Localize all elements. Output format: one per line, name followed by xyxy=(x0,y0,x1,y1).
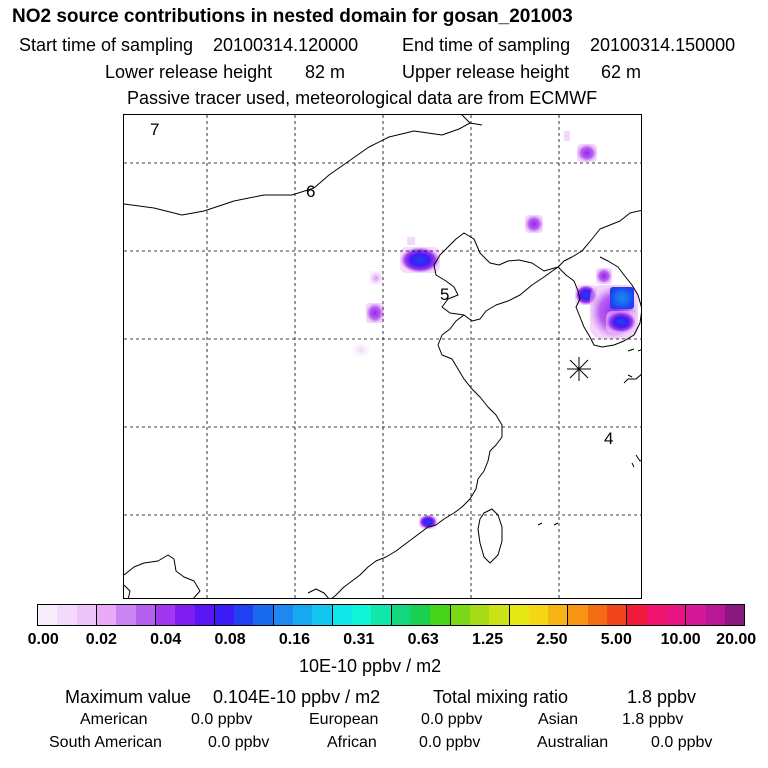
contribution-name: Australian xyxy=(537,734,609,751)
colorbar-segment xyxy=(194,605,215,625)
colorbar-segment xyxy=(724,605,745,625)
concentration-field xyxy=(352,131,638,529)
colorbar-segment xyxy=(57,605,77,625)
colorbar-segment xyxy=(391,605,411,625)
receptor-star-icon xyxy=(567,357,591,381)
plume-light xyxy=(352,343,370,357)
region-label-6: 6 xyxy=(306,182,315,201)
colorbar-tick-label: 0.04 xyxy=(150,631,182,648)
contribution-name: African xyxy=(327,734,377,751)
colorbar-tick-label: 0.08 xyxy=(214,631,246,648)
contribution-name: American xyxy=(80,711,148,728)
colorbar-units: 10E-10 ppbv / m2 xyxy=(299,656,442,676)
start-time-label: Start time of sampling xyxy=(19,35,194,55)
end-time-label: End time of sampling xyxy=(402,35,571,55)
plume-light xyxy=(407,237,415,245)
contribution-value: 0.0 ppbv xyxy=(191,711,253,728)
colorbar-segment xyxy=(273,605,294,625)
plume-purple xyxy=(577,144,597,162)
map-canvas: 7 6 5 4 xyxy=(124,115,641,598)
colorbar-segment xyxy=(646,605,666,625)
colorbar-segment xyxy=(253,605,274,625)
colorbar-segment xyxy=(234,605,254,625)
colorbar-tick-label: 2.50 xyxy=(536,631,568,648)
colorbar-segment xyxy=(568,605,588,625)
colorbar-segment xyxy=(352,605,372,625)
start-time-value: 20100314.120000 xyxy=(213,35,359,55)
graticule xyxy=(124,115,641,598)
contribution-name: Asian xyxy=(538,711,579,728)
colorbar-segment xyxy=(469,605,490,625)
contribution-value: 0.0 ppbv xyxy=(419,734,481,751)
colorbar-segment xyxy=(548,605,569,625)
colorbar-segment xyxy=(528,605,549,625)
colorbar-segment xyxy=(214,605,235,625)
colorbar-segment xyxy=(332,605,352,625)
colorbar-tick-label: 10.00 xyxy=(660,631,701,648)
colorbar-segment xyxy=(686,605,706,625)
colorbar-segment xyxy=(450,605,470,625)
colorbar-segment xyxy=(489,605,510,625)
contribution-value: 0.0 ppbv xyxy=(421,711,483,728)
colorbar-segment xyxy=(76,605,97,625)
colorbar-tick-label: 0.63 xyxy=(407,631,439,648)
colorbar-tick-label: 0.00 xyxy=(27,631,59,648)
colorbar-segment xyxy=(38,605,58,625)
colorbar-tick-label: 0.31 xyxy=(343,631,375,648)
upper-release-value: 62 m xyxy=(601,62,642,82)
plume-purple xyxy=(525,215,543,233)
colorbar-segment xyxy=(509,605,529,625)
colorbar xyxy=(37,604,745,626)
colorbar-segment xyxy=(705,605,725,625)
total-mixing-value: 1.8 ppbv xyxy=(627,687,697,707)
colorbar-segment xyxy=(587,605,608,625)
end-time-value: 20100314.150000 xyxy=(590,35,736,55)
colorbar-segment xyxy=(430,605,451,625)
plume-blue xyxy=(400,247,440,273)
plume-blue xyxy=(606,311,636,333)
plume-light xyxy=(564,131,570,141)
colorbar-segment xyxy=(371,605,392,625)
colorbar-segment xyxy=(410,605,431,625)
map-panel: 7 6 5 4 xyxy=(123,114,642,599)
lower-release-value: 82 m xyxy=(305,62,346,82)
coastlines xyxy=(124,115,641,598)
colorbar-segment xyxy=(627,605,647,625)
colorbar-tick-label: 0.16 xyxy=(278,631,311,648)
colorbar-tick-label: 20.00 xyxy=(716,631,757,648)
contribution-name: European xyxy=(309,711,379,728)
upper-release-label: Upper release height xyxy=(402,62,570,82)
plume-core xyxy=(610,287,634,309)
region-label-4: 4 xyxy=(604,429,613,448)
region-label-7: 7 xyxy=(150,120,159,139)
plume-purple xyxy=(366,303,384,323)
colorbar-tick-label: 1.25 xyxy=(471,631,504,648)
colorbar-segment xyxy=(116,605,136,625)
plot-title: NO2 source contributions in nested domai… xyxy=(12,6,573,27)
contribution-value: 1.8 ppbv xyxy=(622,711,684,728)
lower-release-label: Lower release height xyxy=(105,62,273,82)
colorbar-segment xyxy=(96,605,117,625)
tracer-note: Passive tracer used, meteorological data… xyxy=(127,88,598,108)
max-value: 0.104E-10 ppbv / m2 xyxy=(213,687,381,707)
colorbar-segment xyxy=(135,605,156,625)
colorbar-segment xyxy=(175,605,195,625)
contribution-value: 0.0 ppbv xyxy=(208,734,270,751)
max-value-label: Maximum value xyxy=(65,687,192,707)
contribution-name: South American xyxy=(49,734,162,751)
colorbar-tick-label: 0.02 xyxy=(85,631,117,648)
colorbar-segment xyxy=(293,605,313,625)
plume-purple xyxy=(596,268,612,284)
colorbar-segment xyxy=(155,605,176,625)
colorbar-segment xyxy=(666,605,687,625)
colorbar-segment xyxy=(312,605,333,625)
contribution-value: 0.0 ppbv xyxy=(651,734,713,751)
colorbar-tick-label: 5.00 xyxy=(600,631,632,648)
plume-pink xyxy=(369,271,383,285)
total-mixing-label: Total mixing ratio xyxy=(433,687,569,707)
region-label-5: 5 xyxy=(440,285,449,304)
colorbar-segment xyxy=(607,605,628,625)
